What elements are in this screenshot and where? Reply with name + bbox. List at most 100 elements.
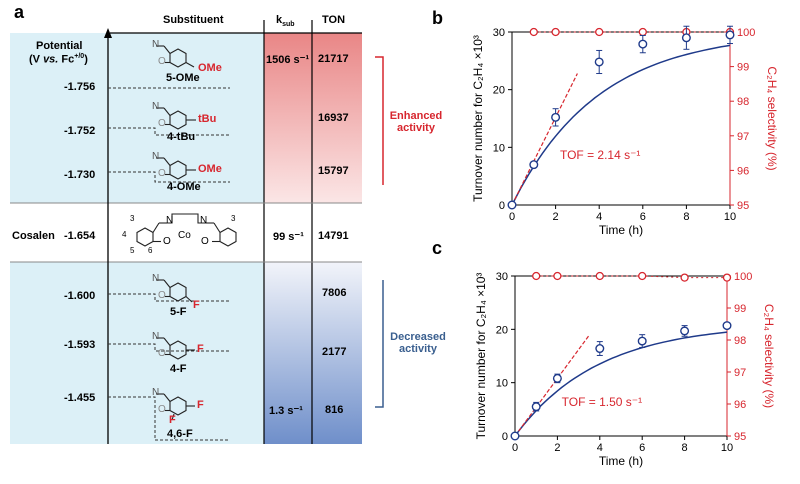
ton-point	[637, 336, 647, 346]
y-tick-label-left: 20	[496, 324, 508, 336]
panel-a-graphic	[10, 20, 384, 444]
header-ksub: ksub	[276, 14, 295, 28]
substituent-label: OMe	[198, 62, 222, 74]
potential-axis-title: Potential	[36, 40, 83, 52]
atom-label: N	[152, 39, 160, 50]
y-tick-label-right: 97	[734, 367, 746, 379]
cosalen-potential: -1.654	[64, 230, 96, 242]
substituent-label: F	[197, 399, 204, 411]
y-axis-label-right: C₂H₄ selectivity (%)	[765, 66, 779, 170]
substituent-label: tBu	[198, 113, 217, 125]
atom-label: N	[152, 331, 160, 342]
atom-number: 3	[130, 214, 135, 223]
ton-point	[551, 112, 561, 122]
enhanced-line-2: activity	[397, 122, 435, 134]
selectivity-line	[536, 275, 727, 279]
y-tick-label-right: 100	[737, 27, 755, 39]
atom-label: O	[158, 56, 166, 67]
initial-slope-line	[511, 73, 578, 206]
compound-name: 5-F	[170, 306, 187, 318]
y-tick-label-right: 99	[734, 303, 746, 315]
potential-value: -1.593	[64, 339, 96, 351]
ton-point	[725, 30, 735, 40]
molecule-5-f	[156, 279, 193, 303]
background-block-bottom	[10, 262, 264, 444]
x-tick-label: 10	[724, 211, 736, 223]
level-line-3	[108, 171, 230, 183]
selectivity-point	[595, 27, 604, 37]
panel-c-label: c	[432, 238, 443, 258]
level-line-5	[108, 343, 230, 352]
y-axis-label-left: Turnover number for C₂H₄ ×10³	[474, 273, 488, 440]
ton-point	[638, 39, 648, 49]
ton-point	[507, 200, 517, 210]
decreased-gradient	[264, 262, 362, 444]
level-line-4	[108, 293, 230, 302]
ton-point	[594, 57, 604, 67]
substituent-label: F	[197, 343, 204, 355]
atom-label: O	[158, 168, 166, 179]
decreased-bracket	[375, 280, 384, 408]
compound-name: 4-tBu	[167, 131, 196, 143]
initial-slope-line	[514, 334, 590, 437]
atom-number: 5	[130, 246, 135, 255]
y-tick-label-right: 99	[737, 62, 749, 74]
substituent-label: OMe	[198, 163, 222, 175]
atom-label: N	[152, 101, 160, 112]
cosalen-label: Cosalen	[12, 230, 55, 242]
y-tick-label-left: 30	[493, 27, 505, 39]
enhanced-gradient	[264, 33, 362, 203]
ton-point	[722, 321, 732, 331]
potential-value: -1.752	[64, 125, 96, 137]
y-tick-label-left: 10	[496, 378, 508, 390]
ton-value: 816	[325, 404, 344, 416]
enhanced-line-1: Enhanced	[389, 110, 443, 122]
molecule-4-f	[156, 337, 195, 360]
atom-number: 6	[148, 246, 153, 255]
substituent-label: F	[193, 299, 200, 311]
cosalen-atom-label: N	[200, 215, 208, 226]
y-tick-label-right: 97	[737, 131, 749, 143]
atom-label: N	[152, 151, 160, 162]
molecule-4-6-f	[156, 393, 195, 421]
decreased-line-1: Decreased	[390, 331, 446, 343]
ton-value: 14791	[318, 230, 349, 242]
y-tick-label-left: 0	[499, 200, 505, 212]
x-tick-label: 2	[553, 211, 559, 223]
atom-label: O	[158, 348, 166, 359]
x-axis-label: Time (h)	[599, 223, 643, 237]
level-line-6	[108, 396, 230, 441]
ton-point	[681, 33, 691, 43]
molecule-4-tbu	[156, 107, 196, 130]
header-substituent: Substituent	[163, 14, 224, 26]
potential-value: -1.730	[64, 169, 96, 181]
ton-value: 2177	[322, 346, 347, 358]
y-tick-label-right: 98	[737, 96, 749, 108]
fit-curve	[511, 44, 731, 206]
level-line-2	[108, 127, 230, 136]
x-tick-label: 8	[683, 211, 689, 223]
x-tick-label: 0	[509, 211, 515, 223]
y-tick-label-right: 96	[737, 165, 749, 177]
compound-name: 4-OMe	[167, 181, 201, 193]
ton-point	[680, 326, 690, 336]
ksub-value: 1506 s⁻¹	[266, 54, 310, 66]
background-block-top	[10, 33, 264, 203]
ton-point	[510, 431, 520, 441]
cosalen-atom-label: O	[201, 236, 209, 247]
ton-value: 21717	[318, 53, 349, 65]
selectivity-point	[638, 271, 647, 281]
ton-point	[529, 160, 539, 170]
x-tick-label: 6	[640, 211, 646, 223]
ton-value: 15797	[318, 165, 349, 177]
compound-name: 4,6-F	[167, 428, 193, 440]
selectivity-point	[595, 271, 604, 281]
molecule-sketches	[136, 45, 237, 421]
y-tick-label-left: 20	[493, 85, 505, 97]
molecule-cosalen-left	[136, 222, 167, 247]
tof-label: TOF = 2.14 s⁻¹	[560, 148, 640, 162]
ton-value: 16937	[318, 112, 349, 124]
ton-point	[595, 344, 605, 354]
y-tick-label-right: 98	[734, 335, 746, 347]
